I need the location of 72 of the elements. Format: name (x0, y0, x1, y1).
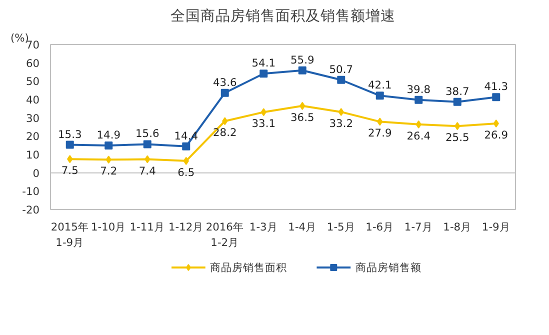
point (67, 155, 73, 164)
data-label: 27.9 (368, 126, 392, 140)
point (453, 98, 462, 106)
data-label: 28.2 (213, 126, 237, 140)
data-label: 26.4 (406, 129, 431, 142)
y-tick-label: -10 (22, 185, 40, 198)
y-tick-label: 40 (26, 94, 40, 106)
x-tick-label: 1-9月 (482, 220, 510, 234)
x-tick-label: 1-3月 (249, 220, 278, 234)
y-tick-label: 0 (32, 166, 40, 180)
y-tick-label: 60 (26, 56, 40, 70)
point (492, 93, 500, 102)
x-tick-label: 1-6月 (366, 220, 394, 234)
point (260, 108, 266, 116)
data-label: 33.1 (252, 117, 276, 130)
y-tick-label: 50 (26, 75, 40, 88)
x-tick-label: 1-10月 (91, 220, 126, 234)
point (298, 66, 306, 74)
x-tick-label: 1-4月 (288, 220, 317, 234)
point (144, 155, 150, 164)
data-label: 25.5 (446, 131, 470, 144)
data-label: 33.2 (329, 116, 353, 130)
y-tick-label: -20 (22, 204, 40, 216)
y-tick-label: 10 (26, 148, 40, 162)
data-label: 36.5 (290, 110, 314, 124)
y-tick-label: 20 (26, 130, 40, 144)
point (454, 122, 460, 130)
point (300, 102, 306, 110)
data-label: 15.3 (58, 128, 82, 141)
point (416, 120, 422, 128)
x-tick-label: 1-8月 (443, 220, 472, 234)
chart-title: 全国商品房销售面积及销售额增速 (170, 8, 396, 24)
data-label: 26.9 (484, 128, 508, 142)
x-tick-label: 1-11月 (130, 220, 165, 234)
point (143, 140, 152, 148)
point (222, 117, 228, 126)
data-label: 42.1 (368, 78, 392, 92)
data-label: 39.8 (406, 82, 431, 96)
point (66, 140, 74, 149)
point (183, 156, 189, 165)
point (260, 70, 268, 78)
data-label: 41.3 (484, 80, 508, 94)
data-label: 7.5 (61, 164, 78, 178)
data-label: 15.6 (136, 127, 160, 140)
legend-label: 商品房销售额 (355, 261, 422, 274)
point (376, 92, 384, 100)
point (106, 156, 112, 164)
x-tick-label: 2015年 1-9月 (50, 220, 89, 250)
data-label: 55.9 (290, 53, 314, 66)
x-tick-label: 1-5月 (326, 220, 356, 234)
point (182, 142, 190, 150)
data-label: 38.7 (446, 84, 470, 98)
point (337, 76, 346, 84)
point (414, 96, 423, 104)
point (220, 88, 229, 97)
data-label: 54.1 (252, 56, 276, 70)
point (377, 118, 383, 126)
x-tick-label: 2016年 1-2月 (206, 220, 244, 250)
data-label: 6.5 (178, 166, 195, 179)
data-label: 7.4 (138, 164, 156, 178)
data-label: 7.2 (100, 164, 118, 178)
data-label: 14.9 (96, 128, 121, 142)
y-tick-label: 30 (26, 112, 40, 125)
y-axis-title: (%) (10, 32, 29, 44)
data-label: 50.7 (329, 62, 353, 76)
x-tick-label: 1-7月 (404, 220, 433, 234)
x-tick-label: 1-12月 (168, 220, 204, 234)
point (493, 120, 499, 128)
point (338, 108, 344, 116)
point (104, 142, 113, 150)
legend-label: 商品房销售面积 (210, 261, 288, 274)
data-label: 43.6 (213, 76, 237, 89)
